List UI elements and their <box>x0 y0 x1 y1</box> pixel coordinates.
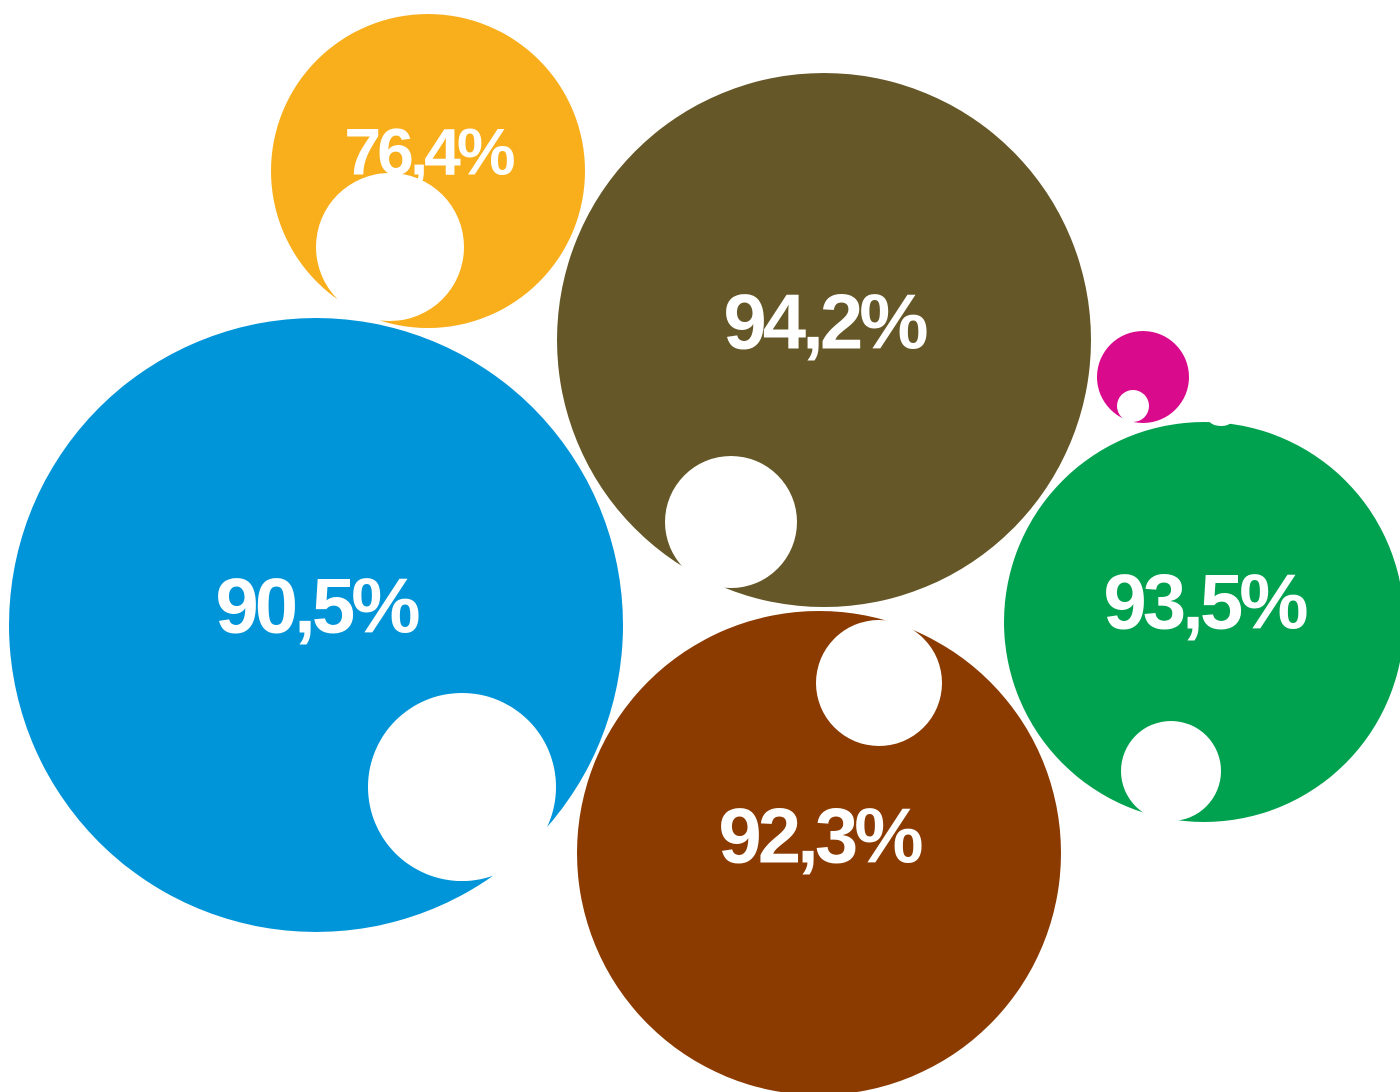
bubble-1-label: 94,2% <box>723 278 927 366</box>
labels-layer: 76,4% 94,2% 90,5% 92,3% 93,5% 94,0% <box>215 114 1388 880</box>
bubble-5-hole <box>1117 390 1149 422</box>
bubble-1-hole <box>665 456 797 588</box>
bubble-0-hole <box>316 173 464 321</box>
bubble-4-hole <box>1121 721 1221 821</box>
bubble-4-label: 93,5% <box>1103 558 1307 646</box>
holes-layer <box>316 173 1221 881</box>
bubble-5-label: 94,0% <box>1203 362 1384 440</box>
bubbles-layer <box>9 14 1400 1092</box>
bubble-3-hole <box>816 620 942 746</box>
bubble-0-label: 76,4% <box>344 114 513 188</box>
bubble-2-hole <box>368 693 556 881</box>
bubble-3-label: 92,3% <box>718 792 922 880</box>
bubble-4 <box>1004 422 1400 822</box>
bubble-3 <box>577 611 1061 1092</box>
bubble-2-label: 90,5% <box>215 562 419 650</box>
